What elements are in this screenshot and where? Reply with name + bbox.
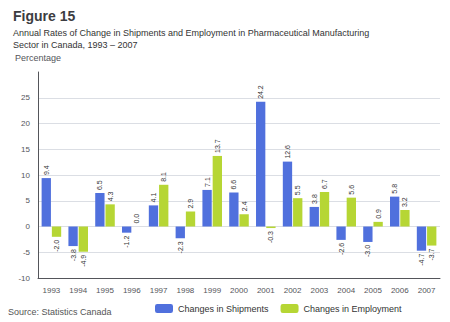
svg-text:2001: 2001 <box>257 286 275 295</box>
svg-text:Figure 15: Figure 15 <box>13 8 75 24</box>
svg-text:25: 25 <box>21 93 30 102</box>
svg-text:13.7: 13.7 <box>214 139 221 153</box>
svg-text:6.6: 6.6 <box>230 180 237 190</box>
svg-text:-5: -5 <box>23 248 31 257</box>
svg-text:-1.2: -1.2 <box>123 236 130 248</box>
svg-text:2003: 2003 <box>311 286 329 295</box>
svg-text:-4.7: -4.7 <box>418 254 425 266</box>
svg-text:4.3: 4.3 <box>107 192 114 202</box>
svg-text:0.9: 0.9 <box>375 209 382 219</box>
svg-text:Changes in Employment: Changes in Employment <box>304 304 403 314</box>
svg-text:9.4: 9.4 <box>43 165 50 175</box>
svg-text:4.1: 4.1 <box>150 193 157 203</box>
svg-text:5: 5 <box>26 196 31 205</box>
svg-text:-2.6: -2.6 <box>338 243 345 255</box>
svg-text:2006: 2006 <box>391 286 409 295</box>
svg-text:-10: -10 <box>18 274 30 283</box>
svg-text:1993: 1993 <box>43 286 61 295</box>
svg-text:8.1: 8.1 <box>160 172 167 182</box>
svg-text:2007: 2007 <box>418 286 436 295</box>
svg-text:15: 15 <box>21 145 30 154</box>
svg-text:2005: 2005 <box>364 286 382 295</box>
svg-text:20: 20 <box>21 119 30 128</box>
svg-text:5.8: 5.8 <box>391 184 398 194</box>
svg-text:-2.3: -2.3 <box>177 241 184 253</box>
svg-text:1997: 1997 <box>150 286 168 295</box>
svg-text:0: 0 <box>26 222 31 231</box>
svg-text:Sector in Canada, 1993 – 2007: Sector in Canada, 1993 – 2007 <box>13 40 138 50</box>
svg-text:1995: 1995 <box>96 286 114 295</box>
svg-text:5.5: 5.5 <box>294 185 301 195</box>
svg-text:Annual Rates of Change in Ship: Annual Rates of Change in Shipments and … <box>13 28 369 38</box>
svg-text:12.6: 12.6 <box>284 145 291 159</box>
svg-text:-3.8: -3.8 <box>70 249 77 261</box>
svg-text:1998: 1998 <box>177 286 195 295</box>
svg-text:3.8: 3.8 <box>311 194 318 204</box>
svg-text:Percentage: Percentage <box>15 53 61 63</box>
svg-text:-3.0: -3.0 <box>364 245 371 257</box>
svg-text:1996: 1996 <box>123 286 141 295</box>
svg-text:2000: 2000 <box>230 286 248 295</box>
svg-text:1999: 1999 <box>203 286 221 295</box>
svg-text:2004: 2004 <box>337 286 355 295</box>
svg-text:2002: 2002 <box>284 286 302 295</box>
svg-text:24.2: 24.2 <box>257 85 264 99</box>
svg-text:Changes in Shipments: Changes in Shipments <box>178 304 269 314</box>
svg-text:3.2: 3.2 <box>401 197 408 207</box>
svg-text:5.6: 5.6 <box>348 185 355 195</box>
svg-text:1994: 1994 <box>69 286 87 295</box>
svg-text:2.9: 2.9 <box>187 199 194 209</box>
svg-text:-2.0: -2.0 <box>53 240 60 252</box>
svg-text:-3.7: -3.7 <box>428 248 435 260</box>
svg-text:10: 10 <box>21 171 30 180</box>
svg-text:-0.3: -0.3 <box>267 231 274 243</box>
svg-text:7.1: 7.1 <box>204 177 211 187</box>
svg-text:6.5: 6.5 <box>96 180 103 190</box>
svg-text:Source: Statistics Canada: Source: Statistics Canada <box>8 307 112 317</box>
svg-text:2.4: 2.4 <box>241 201 248 211</box>
svg-text:0.0: 0.0 <box>133 214 140 224</box>
svg-text:-4.9: -4.9 <box>80 255 87 267</box>
svg-text:6.7: 6.7 <box>321 179 328 189</box>
